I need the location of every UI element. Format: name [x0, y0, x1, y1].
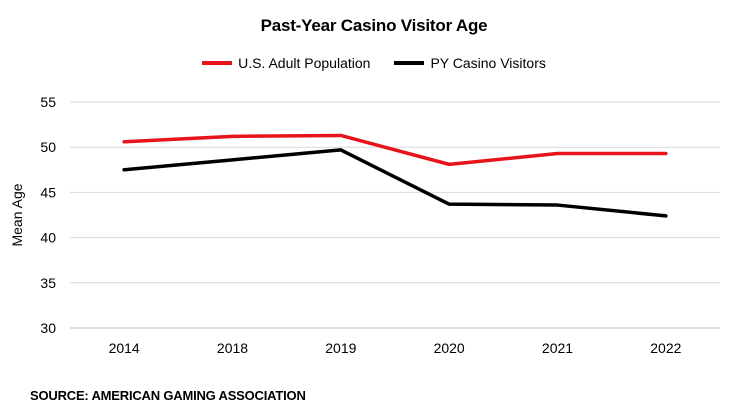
x-tick-label-2022: 2022	[650, 340, 681, 356]
legend-label-us-adult: U.S. Adult Population	[238, 55, 371, 71]
y-tick-label-45: 45	[40, 184, 56, 200]
legend-label-casino-visitors: PY Casino Visitors	[430, 55, 546, 71]
x-tick-label-2020: 2020	[434, 340, 465, 356]
y-tick-label-35: 35	[40, 275, 56, 291]
y-tick-label-55: 55	[40, 94, 56, 110]
source-note: SOURCE: AMERICAN GAMING ASSOCIATION	[30, 388, 306, 403]
legend-item-casino-visitors: PY Casino Visitors	[394, 55, 546, 71]
legend-item-us-adult: U.S. Adult Population	[202, 55, 370, 71]
x-tick-label-2018: 2018	[217, 340, 248, 356]
series-line-0	[122, 133, 668, 167]
chart-title: Past-Year Casino Visitor Age	[260, 16, 488, 35]
x-tick-label-2019: 2019	[325, 340, 356, 356]
legend: U.S. Adult Population PY Casino Visitors	[0, 55, 748, 71]
legend-swatch-us-adult	[202, 61, 233, 65]
x-tick-label-2021: 2021	[542, 340, 573, 356]
y-tick-label-40: 40	[40, 230, 56, 246]
x-tick-label-2014: 2014	[109, 340, 140, 356]
y-tick-label-30: 30	[40, 320, 56, 336]
series-line-1	[122, 148, 668, 218]
y-axis-label: Mean Age	[9, 183, 25, 246]
legend-swatch-casino-visitors	[394, 61, 425, 65]
y-tick-label-50: 50	[40, 139, 56, 155]
